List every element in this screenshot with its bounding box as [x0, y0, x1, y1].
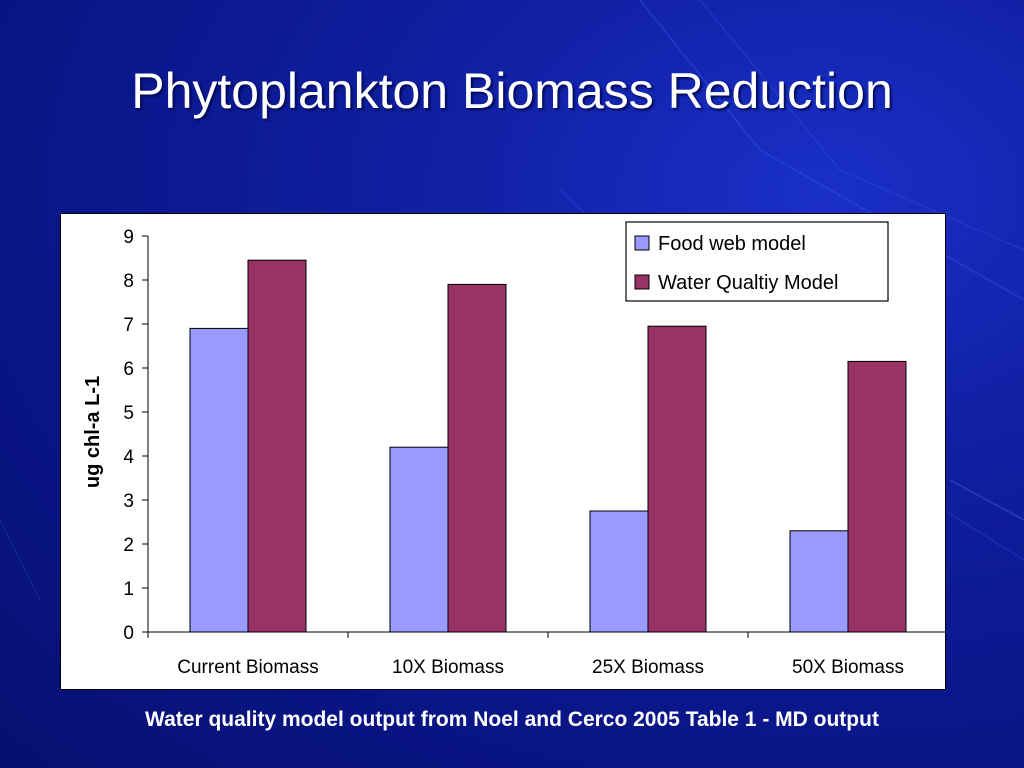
- x-tick-label: 25X Biomass: [592, 657, 704, 678]
- chart-bars: [189, 259, 907, 633]
- slide-title: Phytoplankton Biomass Reduction: [131, 63, 893, 119]
- y-tick-label: 2: [123, 535, 134, 556]
- bar-chart: 0 1 2 3 4 5 6 7 8 9 Current Biomass 10X Biomass 25X …: [82, 221, 945, 678]
- y-tick-label: 3: [123, 491, 134, 512]
- bar-food-web-model: [389, 446, 449, 633]
- y-axis-label: ug chl-a L-1: [82, 376, 104, 488]
- chart-axes: 0 1 2 3 4 5 6 7 8 9 Current Biomass 10X Biomass 25X …: [123, 227, 945, 678]
- y-tick-label: 8: [123, 271, 134, 292]
- bar-food-web-model: [189, 327, 249, 633]
- bar-water-quality-model: [647, 325, 707, 633]
- y-tick-label: 7: [123, 315, 134, 336]
- legend-swatch: [634, 235, 650, 251]
- y-tick-label: 4: [123, 447, 134, 468]
- legend-swatch: [634, 274, 650, 290]
- x-tick-label: 50X Biomass: [792, 657, 904, 678]
- x-tick-label: Current Biomass: [177, 657, 319, 678]
- x-tick-label: 10X Biomass: [392, 657, 504, 678]
- y-tick-label: 0: [123, 623, 134, 644]
- bar-water-quality-model: [847, 360, 907, 633]
- legend-label: Food web model: [658, 233, 806, 255]
- chart-legend: Food web model Water Qualtiy Model: [625, 221, 889, 302]
- bar-water-quality-model: [447, 283, 507, 633]
- legend-box: [625, 221, 889, 302]
- y-tick-label: 6: [123, 359, 134, 380]
- y-tick-label: 9: [123, 227, 134, 248]
- slide-caption: Water quality model output from Noel and…: [145, 708, 879, 731]
- bar-food-web-model: [789, 530, 849, 633]
- y-tick-label: 5: [123, 403, 134, 424]
- bar-water-quality-model: [247, 259, 307, 633]
- y-tick-label: 1: [123, 579, 134, 600]
- chart-panel: 0 1 2 3 4 5 6 7 8 9 Current Biomass 10X Biomass 25X …: [60, 213, 946, 690]
- legend-label: Water Qualtiy Model: [658, 272, 838, 294]
- bar-food-web-model: [589, 510, 649, 633]
